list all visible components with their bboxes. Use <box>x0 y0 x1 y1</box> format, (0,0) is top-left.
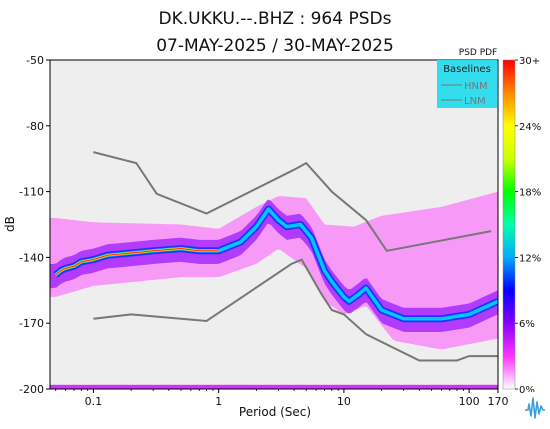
colorbar-tick-label: 6% <box>519 319 535 330</box>
legend-hnm-label: HNM <box>464 81 488 92</box>
y-tick-label: -200 <box>19 383 44 396</box>
x-axis: 0.1 1 10 100 170 <box>55 389 509 408</box>
colorbar-title: PSD PDF <box>459 48 497 58</box>
y-tick-label: -80 <box>26 120 44 133</box>
plot-frame <box>49 59 499 390</box>
baseline-hnm-line <box>93 151 492 252</box>
colorbar-tick-label: 24% <box>519 122 541 133</box>
x-tick-label: 170 <box>488 395 509 408</box>
baselines-legend: Baselines HNM LNM <box>437 60 497 108</box>
x-tick-label: 0.1 <box>85 395 103 408</box>
mode-band-red <box>55 248 219 276</box>
legend-lnm-label: LNM <box>464 96 486 107</box>
plot-content <box>50 151 498 389</box>
y-tick-label: -170 <box>19 317 44 330</box>
colorbar-ticks: 30+ 24% 18% 12% 6% 0% <box>515 56 541 396</box>
legend-title: Baselines <box>443 64 491 75</box>
colorbar-tick-label: 18% <box>519 188 541 199</box>
y-tick-label: -110 <box>19 186 44 199</box>
colorbar-tick-label: 0% <box>519 385 535 396</box>
y-tick-label: -50 <box>26 54 44 67</box>
chart-title: DK.UKKU.--.BHZ : 964 PSDs <box>159 9 392 29</box>
y-axis-label: dB <box>3 216 17 232</box>
x-tick-label: 1 <box>215 395 222 408</box>
x-axis-label: Period (Sec) <box>239 405 311 419</box>
chart-subtitle: 07-MAY-2025 / 30-MAY-2025 <box>156 36 394 56</box>
colorbar-tick-label: 30+ <box>519 56 540 67</box>
colorbar <box>502 59 516 390</box>
y-tick-label: -140 <box>19 251 44 264</box>
seismic-waveform-logo-icon <box>523 392 547 422</box>
y-axis: -50 -80 -110 -140 -170 -200 <box>19 54 50 396</box>
baseline-lnm-line <box>93 258 498 362</box>
colorbar-tick-label: 12% <box>519 253 541 264</box>
x-tick-label: 10 <box>337 395 351 408</box>
x-tick-label: 100 <box>459 395 480 408</box>
bottom-density-band <box>50 384 498 389</box>
